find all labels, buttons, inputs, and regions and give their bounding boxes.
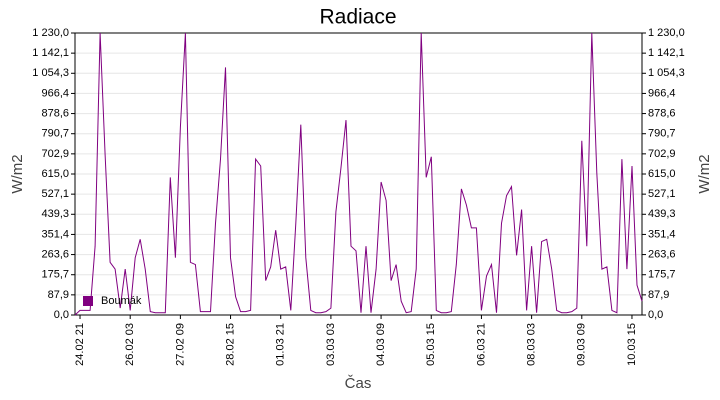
y-tick-label: 1 054,3 [32, 67, 69, 79]
y2-axis-label: W/m2 [696, 154, 713, 193]
y2-tick-label: 615,0 [648, 168, 676, 180]
y-axis-label: W/m2 [9, 154, 26, 193]
y2-tick-label: 966,4 [648, 87, 676, 99]
y-tick-label: 351,4 [41, 228, 69, 240]
x-tick-label: 06.03 21 [475, 323, 487, 366]
y2-tick-label: 702,9 [648, 148, 676, 160]
y-tick-label: 0,0 [54, 309, 69, 321]
plot-frame [74, 32, 643, 316]
y-tick-label: 966,4 [41, 87, 69, 99]
x-tick-label: 26.02 03 [124, 323, 136, 366]
y2-tick-label: 263,6 [648, 248, 676, 260]
x-tick-label: 05.03 15 [425, 323, 437, 366]
x-tick-label: 04.03 09 [375, 323, 387, 366]
y2-tick-label: 175,7 [648, 269, 676, 281]
y2-tick-label: 1 054,3 [648, 67, 685, 79]
y2-tick-label: 351,4 [648, 228, 676, 240]
y-tick-label: 878,6 [41, 107, 69, 119]
y2-tick-label: 878,6 [648, 107, 676, 119]
y-tick-label: 175,7 [41, 269, 69, 281]
y2-tick-label: 0,0 [648, 309, 663, 321]
y-tick-label: 1 230,0 [32, 27, 69, 39]
y-tick-label: 702,9 [41, 148, 69, 160]
y2-tick-label: 439,3 [648, 208, 676, 220]
x-tick-label: 10.03 15 [626, 323, 638, 366]
data-line [74, 32, 643, 316]
x-tick-label: 08.03 03 [526, 323, 538, 366]
y-tick-label: 527,1 [41, 188, 69, 200]
x-tick-label: 27.02 09 [174, 323, 186, 366]
x-tick-label: 03.03 03 [325, 323, 337, 366]
x-axis-label: Čas [345, 375, 372, 392]
y2-tick-label: 1 142,1 [648, 47, 685, 59]
legend-label: Boumák [101, 295, 142, 307]
y-tick-label: 790,7 [41, 128, 69, 140]
y-tick-label: 87,9 [48, 289, 69, 301]
legend-swatch [83, 296, 93, 306]
y2-tick-label: 527,1 [648, 188, 676, 200]
y2-tick-label: 790,7 [648, 128, 676, 140]
x-tick-label: 28.02 15 [224, 323, 236, 366]
y-tick-label: 263,6 [41, 248, 69, 260]
y2-tick-label: 87,9 [648, 289, 669, 301]
x-tick-label: 09.03 09 [576, 323, 588, 366]
y-tick-label: 615,0 [41, 168, 69, 180]
y2-tick-label: 1 230,0 [648, 27, 685, 39]
x-tick-label: 01.03 21 [275, 323, 287, 366]
y-tick-label: 1 142,1 [32, 47, 69, 59]
chart-title: Radiace [319, 6, 396, 29]
y-tick-label: 439,3 [41, 208, 69, 220]
x-tick-label: 24.02 21 [74, 323, 86, 366]
